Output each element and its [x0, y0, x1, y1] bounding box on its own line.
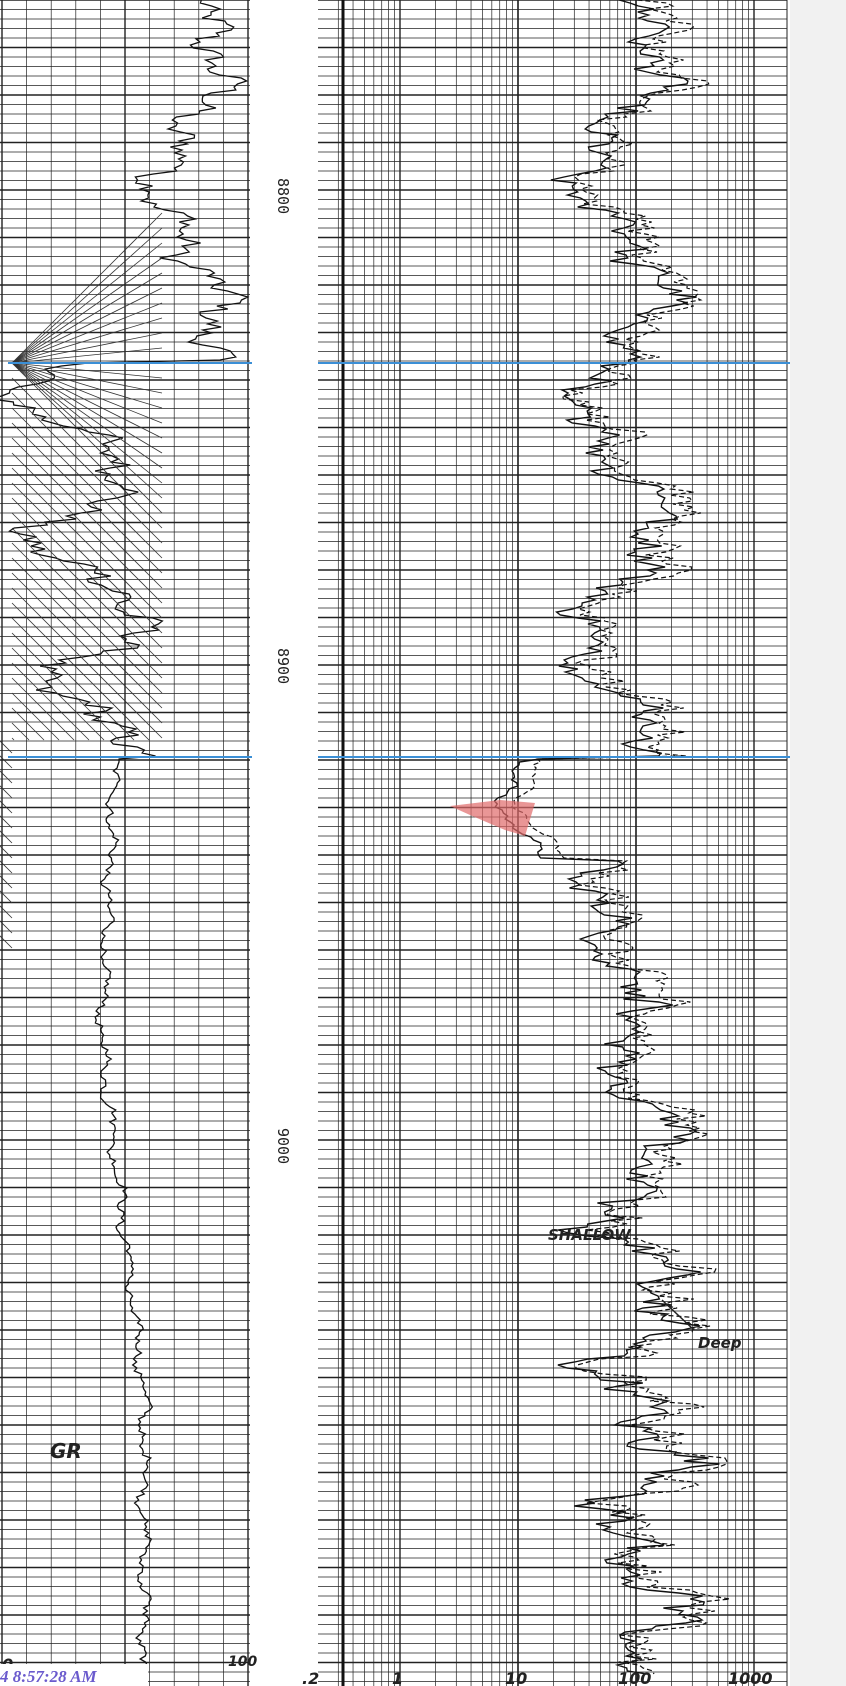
hatch-line [11, 317, 163, 364]
hatch-line [11, 257, 163, 364]
hatch-line [11, 527, 163, 679]
deep-label: Deep [698, 1334, 742, 1352]
res-scale-label: .2 [302, 1669, 319, 1686]
hatch-line [11, 557, 163, 709]
res-scale-label: 10 [505, 1669, 527, 1686]
res-scale-label: 1000 [728, 1669, 773, 1686]
hatch-line [11, 587, 163, 739]
shallow-label: SHALLOW [548, 1226, 632, 1244]
hatch-line [11, 272, 163, 364]
hatch-line [11, 242, 163, 364]
hatch-line [11, 362, 163, 514]
hatch-line [11, 677, 75, 741]
hatch-line [11, 362, 163, 454]
hatch-line [11, 482, 163, 634]
hatch-line [11, 602, 150, 741]
hatch-line [0, 770, 13, 784]
hatch-line [11, 632, 120, 741]
timestamp-box [0, 1664, 148, 1686]
depth-label: 9000 [274, 1128, 292, 1164]
deep-pointer [661, 1299, 695, 1331]
hatch-line [11, 572, 163, 724]
hatch-line [11, 497, 163, 649]
hatch-line [11, 647, 105, 741]
hatch-line [11, 722, 30, 741]
res-scale-label: 1 [392, 1669, 403, 1686]
hatch-line [11, 362, 163, 439]
shallow-curve [493, 0, 720, 1675]
hatch-line [11, 467, 163, 619]
hatch-line [0, 755, 13, 769]
hatch-line [11, 737, 15, 741]
hatch-line [11, 422, 163, 574]
pay-shading [450, 800, 535, 836]
hatch-line [11, 392, 163, 544]
hatch-line [0, 785, 13, 799]
hatch-line [11, 332, 163, 364]
gr-label: GR [50, 1439, 82, 1463]
hatch-line [11, 437, 163, 589]
hatch-line [11, 227, 163, 364]
res-scale-label: 100 [618, 1669, 651, 1686]
hatch-line [11, 212, 163, 364]
hatch-line [11, 362, 163, 424]
hatch-line [11, 287, 163, 364]
hatch-line [0, 740, 13, 754]
timestamp: 4 8:57:28 AM [0, 1667, 98, 1686]
hatch-line [11, 692, 60, 741]
hatch-line [11, 362, 163, 499]
hatch-line [11, 542, 163, 694]
hatch-line [11, 302, 163, 364]
hatch-line [11, 512, 163, 664]
scan-margin [790, 0, 846, 1686]
hatch-line [11, 407, 163, 559]
hatch-line [11, 377, 163, 529]
hatch-line [11, 362, 163, 469]
gr-curve [0, 0, 250, 1675]
hatch-line [11, 362, 163, 484]
depth-label: 8800 [274, 178, 292, 214]
hatch-line [11, 617, 135, 741]
hatch-line [11, 362, 163, 394]
hatch-line [11, 707, 45, 741]
hatch-line [11, 362, 163, 409]
hatch-line [11, 452, 163, 604]
hatch-line [11, 362, 163, 379]
gr-scale-right: 100 [228, 1654, 257, 1670]
hatch-line [11, 662, 90, 741]
depth-track [252, 0, 318, 1686]
deep-curve [510, 0, 730, 1675]
hatch-line [11, 347, 163, 364]
depth-label: 8900 [274, 648, 292, 684]
